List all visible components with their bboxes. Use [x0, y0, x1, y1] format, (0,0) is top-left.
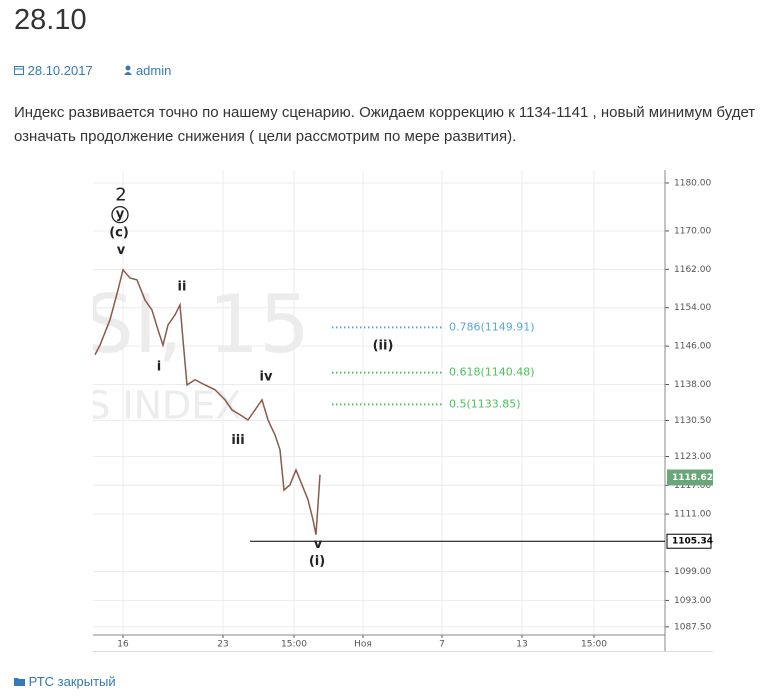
user-icon: [124, 65, 133, 75]
price-tag: [666, 533, 712, 549]
wave-label: v: [117, 243, 126, 258]
wave-label: 2: [115, 184, 126, 205]
x-tick-label: 23: [217, 640, 228, 650]
x-tick-label: 13: [516, 640, 527, 650]
post-title: 28.10: [14, 4, 87, 36]
x-tick-label: Ноя: [354, 640, 372, 650]
x-tick-label: 15:00: [581, 640, 607, 650]
y-tick-label: 1093.00: [674, 596, 711, 606]
post-text: Индекс развивается точно по нашему сцена…: [14, 104, 756, 145]
date-text[interactable]: 28.10.2017: [27, 63, 93, 78]
fib-label: 0.618(1140.48): [449, 366, 535, 379]
author-text[interactable]: admin: [135, 63, 172, 78]
price-tag-label: 1118.62: [672, 473, 713, 483]
post-meta: 28.10.2017 admin: [14, 63, 199, 78]
watermark-text: SI, 15: [93, 278, 310, 371]
wave-label: ii: [178, 280, 187, 295]
date[interactable]: 28.10.2017: [14, 63, 107, 78]
chart: SI, 15TS INDEX1180.001170.001162.001154.…: [93, 170, 713, 652]
wave-label: iii: [231, 433, 244, 448]
price-tag: [667, 469, 713, 486]
author[interactable]: admin: [124, 63, 185, 78]
calendar-icon: [14, 66, 24, 75]
x-tick-label: 16: [117, 640, 129, 650]
category[interactable]: РТС закрытый: [14, 674, 116, 689]
wave-label: v: [314, 537, 323, 552]
y-tick-label: 1117.00: [674, 481, 711, 491]
y-tick-label: 1123.00: [674, 452, 711, 462]
y-tick-label: 1180.00: [674, 178, 711, 188]
x-tick-label: 7: [439, 640, 445, 650]
y-tick-label: 1138.00: [674, 380, 711, 390]
wave-label: i: [157, 360, 161, 375]
price-tag-label: 1105.34: [672, 537, 713, 547]
y-tick-label: 1170.00: [674, 226, 711, 236]
wave-label: y: [116, 207, 125, 222]
y-tick-label: 1130.50: [674, 416, 711, 426]
y-tick-label: 1146.00: [674, 342, 711, 352]
y-tick-label: 1099.00: [674, 567, 711, 577]
fib-label: 0.5(1133.85): [449, 397, 521, 410]
fib-label: 0.786(1149.91): [449, 320, 535, 333]
wave-circle: [111, 205, 129, 224]
y-tick-label: 1154.00: [674, 303, 711, 313]
wave-label: (i): [309, 554, 325, 569]
folder-icon: [14, 678, 25, 686]
y-tick-label: 1087.50: [674, 622, 711, 632]
price-line: [94, 268, 321, 535]
wave-label: (ii): [373, 339, 394, 354]
y-tick-label: 1111.00: [674, 510, 711, 520]
x-tick-label: 15:00: [281, 640, 307, 650]
wave-label: (c): [109, 225, 129, 240]
y-tick-label: 1162.00: [674, 265, 711, 275]
category-text[interactable]: РТС закрытый: [28, 674, 116, 689]
wave-label: iv: [260, 369, 273, 384]
